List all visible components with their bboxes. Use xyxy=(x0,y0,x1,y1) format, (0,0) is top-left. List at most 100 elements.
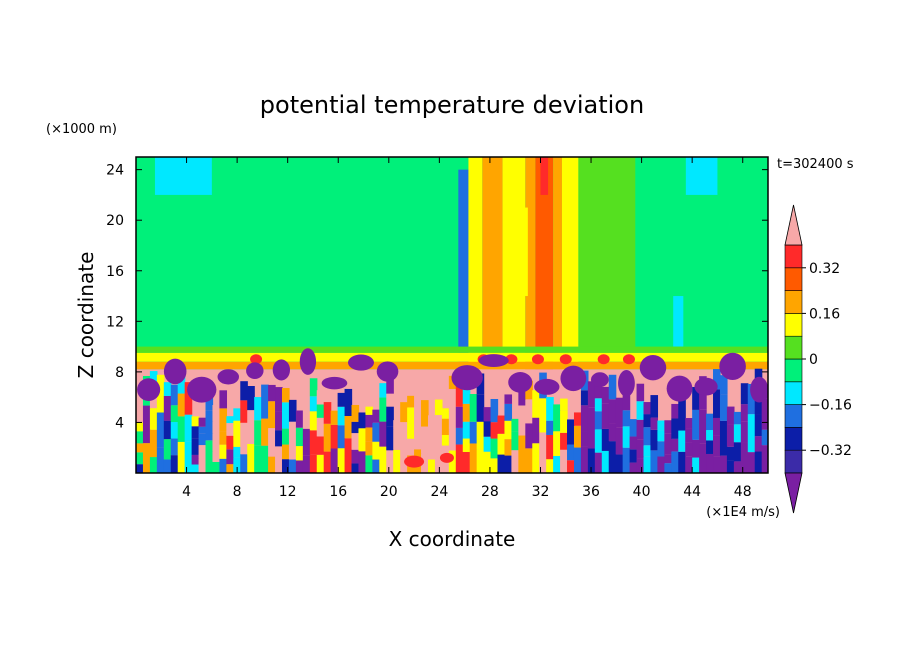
field-cell xyxy=(740,383,749,405)
field-cap xyxy=(719,352,746,380)
y-tick-label: 20 xyxy=(106,213,124,229)
field-cell xyxy=(462,451,471,473)
field-cell xyxy=(233,457,241,473)
field-cell xyxy=(379,397,387,422)
field-band xyxy=(154,157,212,195)
field-blob xyxy=(622,354,635,365)
field-cell xyxy=(351,421,360,434)
field-cell xyxy=(726,460,735,473)
field-cell xyxy=(184,414,193,442)
field-cell xyxy=(546,459,554,473)
field-cell xyxy=(643,414,652,428)
field-cell xyxy=(233,431,241,447)
field-cell xyxy=(747,452,756,473)
field-cell xyxy=(560,432,568,450)
field-cell xyxy=(163,382,172,396)
x-axis-label: X coordinate xyxy=(389,527,516,551)
field-cell xyxy=(358,451,367,473)
field-cell xyxy=(212,451,221,462)
field-cell xyxy=(546,434,554,460)
field-cell xyxy=(309,378,318,397)
field-cell xyxy=(511,450,519,473)
field-cell xyxy=(316,417,325,437)
field-cell xyxy=(309,396,318,412)
field-cell xyxy=(281,402,290,429)
field-cell xyxy=(455,427,464,445)
field-cell xyxy=(518,435,526,473)
field-cell xyxy=(636,383,645,402)
x-tick-label: 40 xyxy=(633,484,651,500)
field-cell xyxy=(678,430,686,452)
colorbar: 0.32 0.16 0 −0.16 −0.32 xyxy=(784,204,852,514)
field-band xyxy=(578,157,636,360)
field-cap xyxy=(618,369,635,397)
field-blob xyxy=(597,354,610,365)
field-cell xyxy=(747,414,756,453)
field-band xyxy=(540,157,549,195)
field-cell xyxy=(268,428,276,457)
x-tick-label: 32 xyxy=(532,484,550,500)
field-cell xyxy=(316,454,325,473)
field-cap xyxy=(272,359,291,381)
field-cell xyxy=(205,410,214,441)
field-cell xyxy=(713,435,721,457)
field-cap xyxy=(508,372,533,393)
field-cell xyxy=(344,438,353,473)
field-cell xyxy=(142,443,151,473)
field-cell xyxy=(295,460,304,473)
field-cell xyxy=(275,446,283,473)
field-cell xyxy=(233,446,241,458)
field-cell xyxy=(337,448,346,473)
field-cell xyxy=(532,417,540,444)
field-cell xyxy=(532,390,540,418)
field-cell xyxy=(629,419,638,437)
field-cell xyxy=(546,397,554,421)
field-cell xyxy=(706,453,714,473)
y-unit-label: (×1000 m) xyxy=(46,122,117,137)
field-band xyxy=(553,157,562,423)
field-cell xyxy=(726,406,735,425)
field-cell xyxy=(240,400,248,423)
field-cell xyxy=(316,390,325,405)
field-cell xyxy=(455,376,464,407)
field-cell xyxy=(580,431,589,447)
colorbar-bin xyxy=(784,358,803,383)
field-cell xyxy=(226,416,234,424)
field-cell xyxy=(323,423,332,452)
field-band xyxy=(525,157,536,423)
y-tick-label: 16 xyxy=(106,264,124,280)
field-cell xyxy=(240,454,248,473)
field-cell xyxy=(636,458,645,473)
field-cap xyxy=(694,377,718,396)
colorbar-bin xyxy=(784,313,803,337)
field-cell xyxy=(546,420,554,435)
field-cell xyxy=(713,389,721,418)
field-cell xyxy=(511,431,519,451)
field-cell xyxy=(351,404,360,422)
field-cell xyxy=(441,445,450,458)
field-cell xyxy=(379,421,387,447)
field-cell xyxy=(664,433,672,447)
field-cell xyxy=(407,395,415,408)
field-cell xyxy=(754,451,763,473)
field-cell xyxy=(254,397,262,421)
field-cell xyxy=(400,437,408,458)
colorbar-bin xyxy=(784,267,803,291)
y-axis: 4 8 12 16 20 24 xyxy=(106,163,768,431)
field-blob xyxy=(404,455,425,468)
field-cell xyxy=(636,419,645,440)
colorbar-max-arrow xyxy=(784,204,803,246)
field-cell xyxy=(657,420,665,431)
field-cell xyxy=(393,449,401,473)
colorbar-tick-label: 0.16 xyxy=(809,306,840,322)
field-cell xyxy=(622,390,631,411)
field-cell xyxy=(427,415,436,433)
field-cell xyxy=(629,462,638,473)
field-cell xyxy=(205,440,214,473)
field-cell xyxy=(177,393,186,417)
field-cell xyxy=(462,421,471,439)
field-cell xyxy=(699,409,707,444)
field-cell xyxy=(601,450,610,473)
colorbar-tick-label: 0.32 xyxy=(809,261,840,277)
field-cell xyxy=(288,435,297,460)
